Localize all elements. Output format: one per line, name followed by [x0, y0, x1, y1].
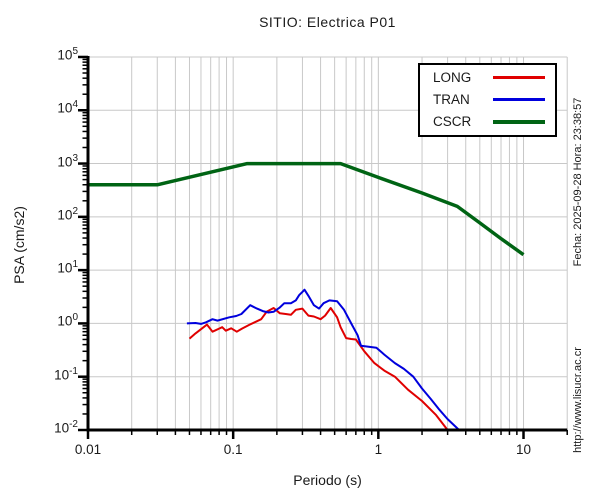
y-tick-label-10e-2: 10-2: [54, 419, 78, 436]
legend-line-cscr-swatch: [493, 119, 545, 124]
x-tick-label-0.1: 0.1: [223, 442, 243, 457]
legend-label-cscr: CSCR: [433, 114, 472, 129]
legend: LONG TRAN CSCR: [418, 63, 557, 137]
timestamp-watermark: Fecha: 2025-09-28 Hora: 23:38:57: [572, 97, 584, 267]
legend-item-cscr: CSCR: [420, 112, 555, 131]
legend-label-long: LONG: [433, 70, 472, 85]
y-tick-label-10e2: 102: [57, 205, 78, 223]
axes-layer: [78, 55, 568, 439]
x-tick-label-10: 10: [515, 442, 532, 457]
legend-item-long: LONG: [420, 68, 555, 87]
chart-title: SITIO: Electrica P01: [259, 14, 396, 30]
legend-item-tran: TRAN: [420, 90, 555, 109]
url-watermark: http://www.lisucr.ac.cr: [572, 347, 584, 453]
y-tick-label-10e0: 100: [57, 312, 78, 329]
y-tick-label-10e1: 101: [57, 259, 78, 276]
x-axis-label: Periodo (s): [293, 472, 362, 488]
series-line-long: [188, 307, 449, 431]
y-axis-label: PSA (cm/s2): [11, 206, 27, 284]
y-tick-label-10e3: 103: [57, 152, 78, 170]
legend-line-tran-swatch: [493, 98, 545, 101]
y-tick-label-10e5: 105: [57, 45, 78, 63]
x-tick-label-0.01: 0.01: [74, 442, 102, 457]
series-line-tran: [186, 288, 460, 431]
y-tick-label-10e4: 104: [57, 99, 78, 116]
y-tick-label-10e-1: 10-1: [54, 365, 78, 383]
series-layer: [88, 161, 525, 431]
legend-label-tran: TRAN: [433, 92, 470, 107]
legend-line-long-swatch: [493, 76, 545, 79]
series-line-cscr: [88, 161, 525, 257]
x-tick-label-1: 1: [374, 442, 383, 457]
